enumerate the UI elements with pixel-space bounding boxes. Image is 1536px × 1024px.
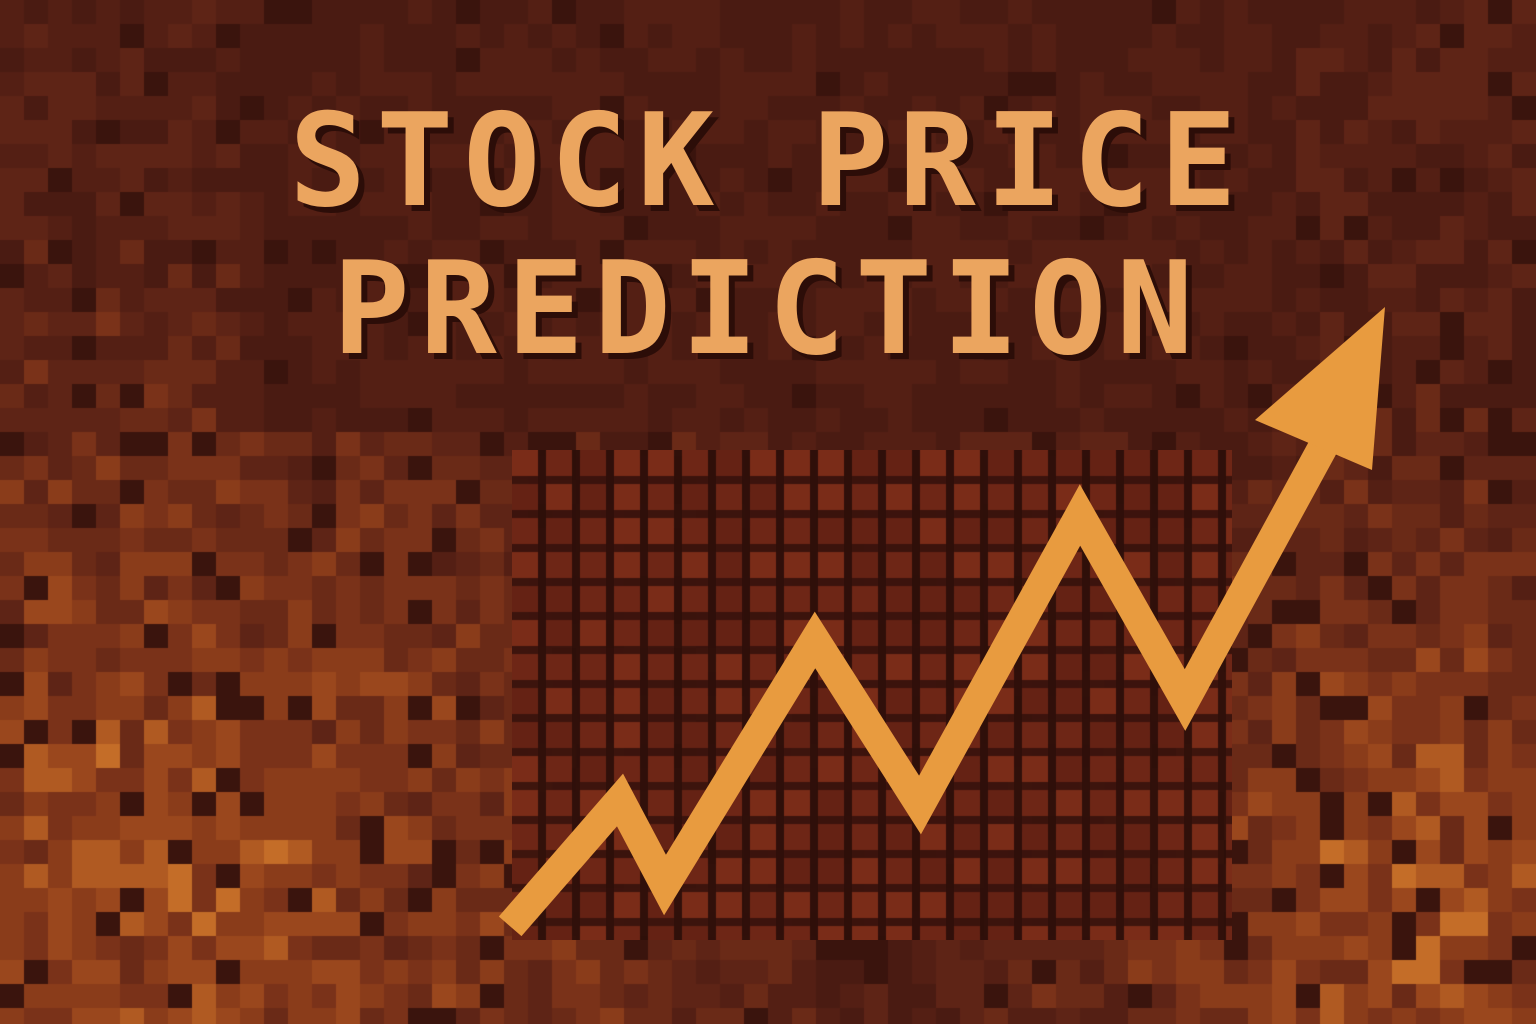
title-line-1: STOCK PRICE bbox=[289, 87, 1247, 236]
arrowhead bbox=[1255, 307, 1385, 470]
trend-line bbox=[498, 404, 1356, 937]
chart-grid-cells bbox=[512, 450, 1232, 940]
title-line-2: PREDICTION bbox=[332, 235, 1204, 384]
